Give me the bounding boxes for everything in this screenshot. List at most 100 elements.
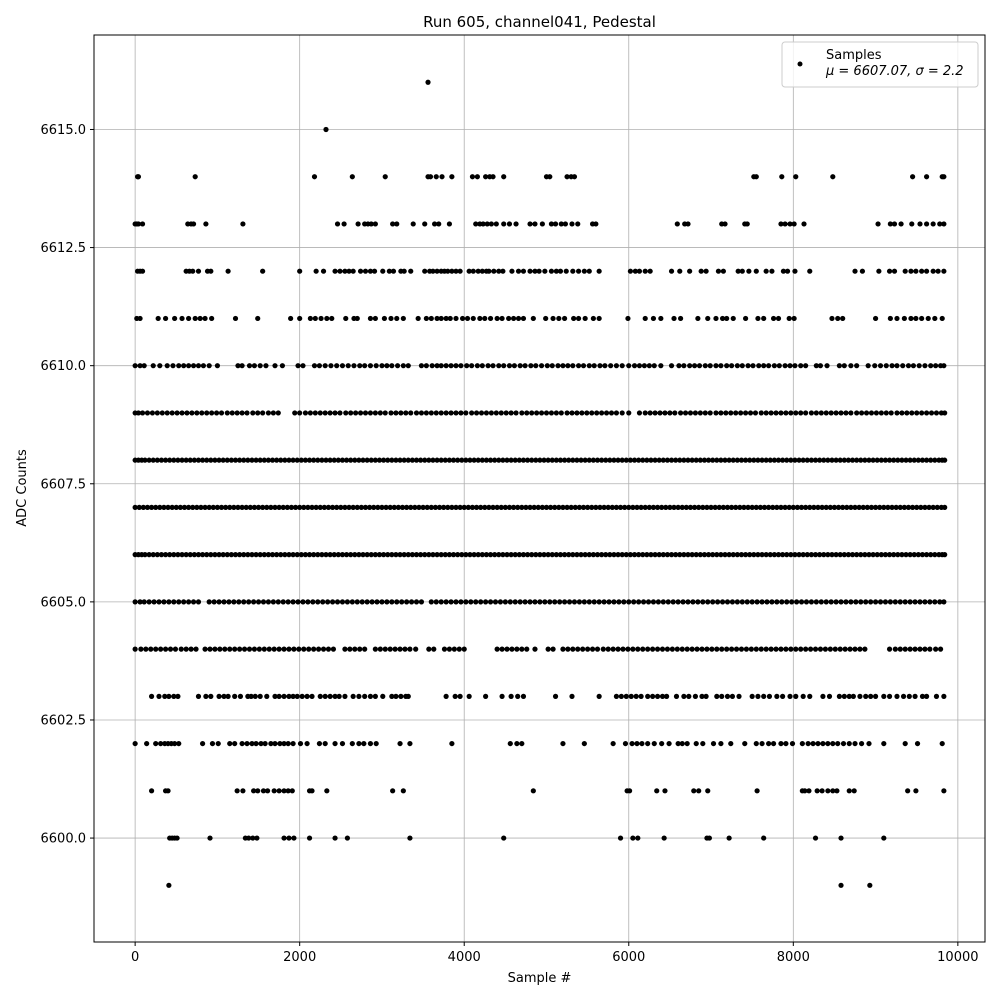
data-point <box>914 740 921 747</box>
chart-title: Run 605, channel041, Pedestal <box>423 13 656 31</box>
data-point <box>591 599 597 605</box>
data-point <box>665 599 671 605</box>
data-point <box>845 457 852 463</box>
data-point <box>650 693 656 699</box>
data-point <box>903 457 909 463</box>
data-point <box>742 410 749 416</box>
data-point <box>306 457 313 463</box>
data-point <box>457 268 463 274</box>
data-point <box>367 504 373 510</box>
data-point <box>597 363 603 369</box>
data-point <box>212 646 218 652</box>
data-point <box>337 268 343 274</box>
data-point <box>537 552 543 558</box>
data-point <box>186 599 192 605</box>
data-point <box>343 315 349 322</box>
data-point <box>545 552 551 558</box>
data-point <box>644 457 650 463</box>
data-point <box>684 646 690 652</box>
data-point <box>409 457 415 463</box>
data-point <box>494 646 500 652</box>
data-point <box>214 504 221 510</box>
data-point <box>317 693 323 699</box>
data-point <box>269 552 276 558</box>
data-point <box>453 363 459 369</box>
data-point <box>724 646 730 652</box>
data-point <box>439 174 445 180</box>
data-point <box>445 504 451 510</box>
data-point <box>818 599 824 605</box>
data-point <box>461 504 467 510</box>
data-point <box>601 504 607 510</box>
data-point <box>899 552 905 558</box>
data-point <box>327 693 333 699</box>
data-point <box>306 646 312 652</box>
data-point <box>558 410 564 416</box>
data-point <box>438 410 444 416</box>
data-point <box>192 174 198 180</box>
data-point <box>745 363 751 369</box>
data-point <box>294 552 300 558</box>
data-point <box>374 599 380 605</box>
data-point <box>281 693 287 699</box>
data-point <box>613 504 620 510</box>
data-point <box>337 410 343 416</box>
data-point <box>532 268 538 274</box>
data-point <box>710 599 716 605</box>
data-point <box>135 410 142 416</box>
data-point <box>902 740 908 747</box>
data-point <box>739 268 745 274</box>
data-point <box>431 646 437 652</box>
data-point <box>793 646 799 652</box>
data-point <box>349 174 355 180</box>
data-point <box>719 315 726 322</box>
data-point <box>412 504 418 510</box>
data-point <box>763 646 769 652</box>
data-point <box>377 646 383 652</box>
data-point <box>654 788 660 794</box>
data-point <box>730 552 736 558</box>
data-point <box>483 693 489 699</box>
data-point <box>389 363 395 369</box>
data-point <box>192 315 198 322</box>
data-point <box>642 504 648 510</box>
data-point <box>903 552 909 558</box>
data-point <box>294 693 300 699</box>
data-point <box>358 504 364 510</box>
data-point <box>748 646 754 652</box>
data-point <box>548 221 555 227</box>
data-point <box>813 363 819 369</box>
data-point <box>405 693 411 699</box>
data-point <box>902 599 908 605</box>
data-point <box>234 410 240 416</box>
data-point <box>483 552 490 558</box>
data-point <box>327 552 333 558</box>
data-point <box>662 410 668 416</box>
data-point <box>674 646 680 652</box>
data-point <box>429 363 435 369</box>
data-point <box>776 363 782 369</box>
data-point <box>379 363 385 369</box>
data-point <box>533 552 539 558</box>
data-point <box>494 315 500 322</box>
data-point <box>870 552 876 558</box>
data-point <box>497 599 504 605</box>
data-point <box>690 599 696 605</box>
data-point <box>780 552 786 558</box>
data-point <box>904 410 910 416</box>
data-point <box>720 504 726 510</box>
data-point <box>758 646 764 652</box>
data-point <box>418 552 424 558</box>
data-point <box>863 410 870 416</box>
data-point <box>433 410 439 416</box>
data-point <box>932 457 938 463</box>
data-point <box>291 646 297 652</box>
data-point <box>249 552 255 558</box>
data-point <box>804 457 810 463</box>
data-point <box>726 835 732 841</box>
data-point <box>757 504 763 510</box>
data-point <box>615 457 621 463</box>
data-point <box>636 457 642 463</box>
data-point <box>458 599 464 605</box>
data-point <box>512 552 518 558</box>
